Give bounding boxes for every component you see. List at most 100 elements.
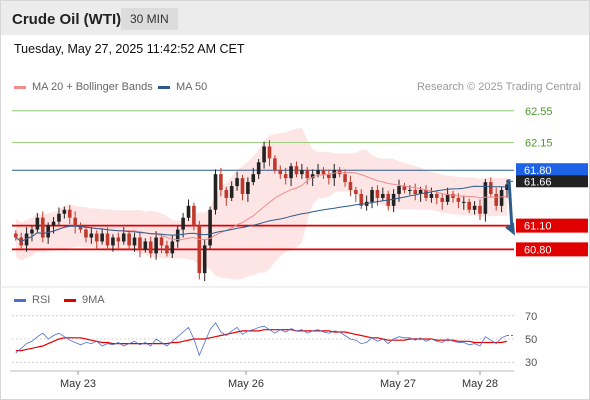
candle-body	[435, 193, 439, 198]
candle-body	[251, 174, 256, 183]
candle-body	[246, 182, 250, 194]
candle-body	[327, 174, 331, 179]
candle-body	[267, 146, 272, 159]
timestamp: Tuesday, May 27, 2025 11:42:52 AM CET	[14, 42, 245, 56]
candle-body	[445, 193, 450, 202]
candle-body	[219, 174, 223, 190]
candle-body	[100, 233, 104, 242]
candle-body	[235, 178, 239, 187]
candle-body	[224, 190, 229, 198]
candle-body	[165, 245, 169, 254]
candle-body	[451, 193, 455, 198]
forecast-arrowhead	[505, 222, 515, 236]
legend-9ma: 9MA	[64, 294, 105, 306]
candle-body	[494, 193, 498, 206]
legend-ma20: MA 20 + Bollinger Bands	[14, 81, 153, 93]
x-label-2: May 27	[380, 378, 416, 390]
level-badge-3	[516, 218, 588, 233]
rsi-line	[15, 322, 508, 357]
candle-body	[391, 193, 396, 206]
candle-body	[429, 193, 434, 198]
rsi-swatch	[14, 298, 26, 302]
level-label-1: 62.15	[525, 138, 553, 150]
candle-body	[359, 193, 364, 206]
candle-body	[397, 186, 401, 194]
candle-body	[154, 237, 158, 254]
legend-ma50-label: MA 50	[176, 81, 208, 93]
last-price-label: 61.66	[524, 176, 552, 188]
candle-body	[159, 237, 164, 246]
legend-9ma-label: 9MA	[82, 294, 105, 306]
candle-body	[488, 182, 493, 194]
candle-body	[408, 190, 412, 191]
candle-body	[192, 205, 196, 226]
bollinger-band	[15, 128, 508, 280]
candle-body	[116, 237, 121, 242]
candle-body	[499, 190, 504, 206]
candle-body	[462, 201, 466, 203]
rsi-tick-30: 30	[525, 357, 537, 369]
copyright-text: Research © 2025 Trading Central	[416, 81, 581, 93]
candle-body	[418, 190, 423, 194]
candle-body	[283, 174, 288, 179]
candle-body	[440, 197, 445, 202]
candle-body	[40, 217, 45, 238]
candle-body	[467, 201, 471, 210]
x-label-3: May 28	[462, 378, 498, 390]
candle-body	[289, 166, 293, 179]
ma50-swatch	[158, 85, 170, 89]
level-label-0: 62.55	[525, 106, 553, 118]
candle-body	[332, 170, 337, 179]
candle-body	[310, 174, 315, 179]
candle-body	[35, 217, 40, 230]
9ma-swatch	[64, 298, 76, 302]
ma50-line	[15, 185, 508, 243]
candle-body	[89, 233, 94, 238]
candle-body	[78, 225, 83, 230]
level-badge-4	[516, 242, 588, 257]
candle-body	[348, 182, 353, 190]
candle-body	[84, 229, 88, 238]
candle-body	[105, 233, 110, 246]
candle-body	[186, 205, 191, 218]
candle-body	[294, 166, 299, 175]
candle-body	[170, 241, 175, 254]
candle-body	[62, 209, 67, 214]
candle-body	[273, 158, 277, 171]
candle-body	[413, 190, 418, 194]
candle-body	[305, 170, 310, 179]
candle-body	[278, 170, 283, 175]
candle-body	[402, 186, 407, 190]
level-label-4: 60.80	[524, 244, 552, 256]
ma20-swatch	[14, 85, 26, 89]
candle-body	[262, 146, 266, 163]
candle-body	[208, 209, 212, 246]
candle-body	[181, 217, 185, 230]
candle-body	[148, 241, 153, 254]
candle-body	[240, 178, 245, 194]
candle-body	[111, 237, 115, 246]
candle-body	[354, 190, 358, 194]
candle-body	[30, 229, 34, 234]
forecast-arrow	[507, 179, 514, 230]
candle-body	[456, 197, 461, 202]
legend-rsi-label: RSI	[32, 294, 51, 306]
candle-body	[370, 190, 374, 202]
candle-body	[300, 170, 304, 175]
candle-body	[127, 233, 131, 246]
candle-body	[94, 233, 99, 242]
legend-ma20-label: MA 20 + Bollinger Bands	[32, 81, 153, 93]
rsi-tick-70: 70	[525, 311, 537, 323]
candle-body	[24, 233, 29, 246]
rsi-tick-50: 50	[525, 334, 537, 346]
candle-body	[13, 233, 18, 238]
timeframe-button[interactable]: 30 MIN	[121, 8, 178, 30]
rsi-ma-line	[15, 329, 508, 352]
candle-body	[51, 221, 56, 226]
candle-body	[256, 162, 261, 175]
candle-body	[472, 205, 477, 210]
level-badge-2	[516, 163, 588, 178]
last-price-badge	[516, 175, 588, 188]
header-bar: Crude Oil (WTI) 30 MIN	[1, 1, 589, 35]
